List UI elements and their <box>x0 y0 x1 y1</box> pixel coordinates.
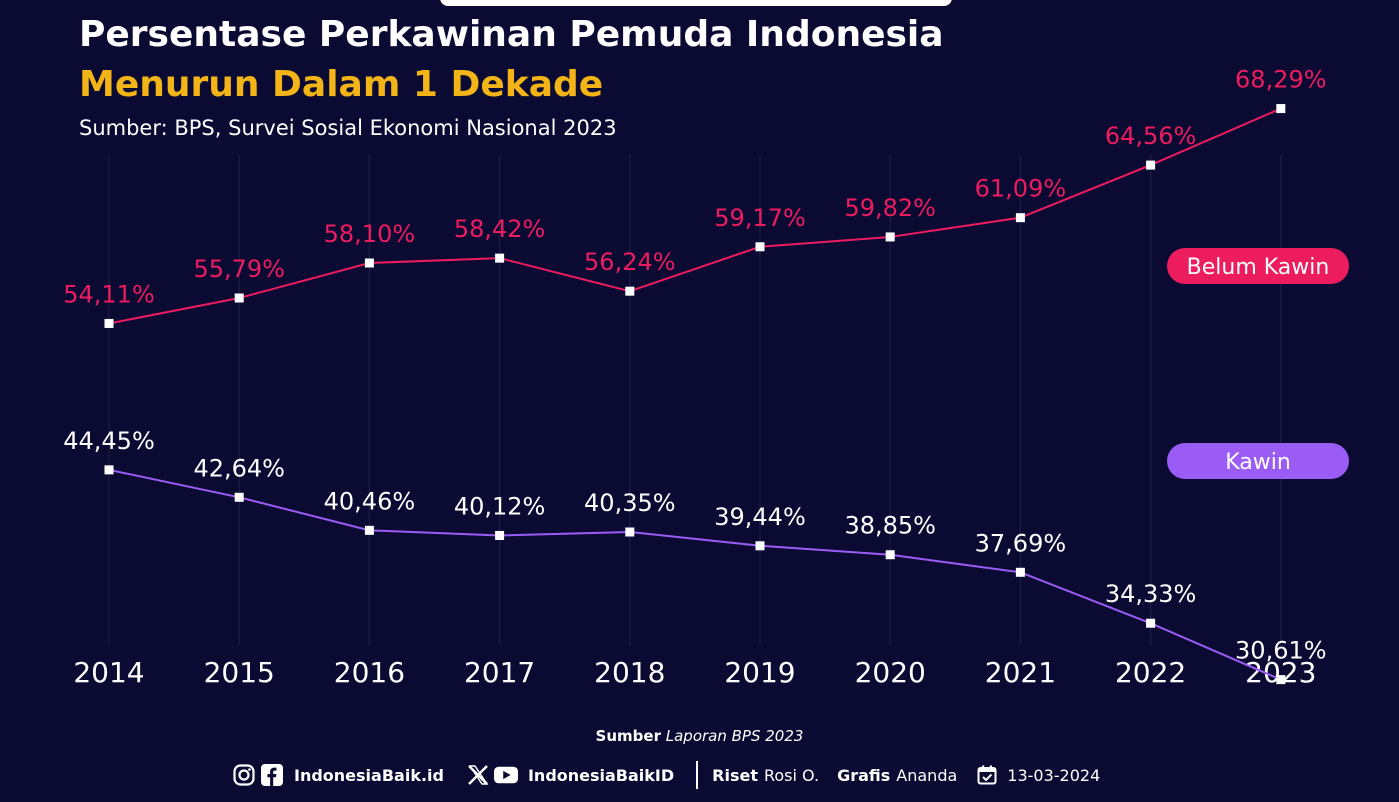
social-handle-2: IndonesiaBaikID <box>527 765 675 785</box>
data-label-belum-kawin: 59,82% <box>844 194 936 222</box>
data-label-kawin: 40,12% <box>454 492 546 520</box>
data-point-belum-kawin <box>1146 160 1156 170</box>
legend-pill-kawin <box>1167 443 1349 479</box>
data-label-belum-kawin: 59,17% <box>714 204 806 232</box>
data-label-kawin: 40,35% <box>584 489 676 517</box>
data-point-belum-kawin <box>104 318 114 328</box>
riset-label: Riset <box>712 765 758 785</box>
data-point-kawin <box>625 527 635 537</box>
data-point-kawin <box>364 525 374 535</box>
data-label-kawin: 39,44% <box>714 503 806 531</box>
x-tick-label: 2014 <box>73 656 144 689</box>
x-tick-label: 2017 <box>464 656 535 689</box>
data-label-kawin: 30,61% <box>1235 637 1327 665</box>
data-point-kawin <box>495 530 505 540</box>
data-label-belum-kawin: 64,56% <box>1105 122 1197 150</box>
data-point-belum-kawin <box>1276 104 1286 114</box>
data-point-belum-kawin <box>885 232 895 242</box>
data-point-belum-kawin <box>495 253 505 263</box>
data-label-belum-kawin: 61,09% <box>975 175 1067 203</box>
data-label-belum-kawin: 68,29% <box>1235 66 1327 94</box>
x-tick-label: 2016 <box>334 656 405 689</box>
footer-credits: IndonesiaBaik.id IndonesiaBaikID Riset R… <box>232 758 1100 792</box>
x-icon[interactable] <box>466 763 490 787</box>
data-point-belum-kawin <box>364 258 374 268</box>
x-tick-label: 2022 <box>1115 656 1186 689</box>
data-point-kawin <box>885 550 895 560</box>
data-point-belum-kawin <box>234 293 244 303</box>
data-label-kawin: 40,46% <box>324 487 416 515</box>
legend-pill-belum-kawin <box>1167 248 1349 284</box>
facebook-icon[interactable] <box>260 763 284 787</box>
grafis-label: Grafis <box>837 765 891 785</box>
publish-date: 13-03-2024 <box>1007 765 1101 785</box>
top-tab-decoration <box>440 0 952 6</box>
data-label-kawin: 37,69% <box>975 529 1067 557</box>
data-point-kawin <box>1015 567 1025 577</box>
footer-source: Sumber Laporan BPS 2023 <box>0 727 1399 745</box>
data-label-belum-kawin: 56,24% <box>584 248 676 276</box>
legend-label-belum-kawin: Belum Kawin <box>1187 255 1330 280</box>
series-line-belum-kawin <box>108 107 1282 325</box>
legend-label-kawin: Kawin <box>1225 450 1291 475</box>
grafis-value: Ananda <box>896 765 958 785</box>
riset-value: Rosi O. <box>763 765 820 785</box>
data-point-belum-kawin <box>1015 213 1025 223</box>
data-label-kawin: 42,64% <box>193 454 285 482</box>
data-point-kawin <box>1146 618 1156 628</box>
chart-subtitle: Menurun Dalam 1 Dekade <box>79 64 604 105</box>
chart-title: Persentase Perkawinan Pemuda Indonesia <box>79 14 944 55</box>
instagram-icon[interactable] <box>232 763 256 787</box>
data-point-kawin <box>104 465 114 475</box>
data-label-kawin: 44,45% <box>63 427 155 455</box>
footer-source-label: Sumber <box>595 727 661 745</box>
footer-source-value: Laporan BPS 2023 <box>665 727 804 745</box>
x-tick-label: 2015 <box>204 656 275 689</box>
series-line-kawin <box>108 468 1282 681</box>
chart-source: Sumber: BPS, Survei Sosial Ekonomi Nasio… <box>79 116 617 140</box>
data-point-kawin <box>234 492 244 502</box>
data-label-belum-kawin: 54,11% <box>63 280 155 308</box>
x-tick-label: 2019 <box>724 656 795 689</box>
footer-divider <box>696 761 699 789</box>
data-point-kawin <box>1276 675 1286 685</box>
calendar-icon <box>975 763 999 787</box>
data-label-belum-kawin: 58,42% <box>454 215 546 243</box>
data-point-belum-kawin <box>625 286 635 296</box>
x-tick-label: 2021 <box>985 656 1056 689</box>
data-point-kawin <box>755 541 765 551</box>
data-point-belum-kawin <box>755 242 765 252</box>
social-handle-1: IndonesiaBaik.id <box>294 765 444 785</box>
data-label-kawin: 34,33% <box>1105 580 1197 608</box>
x-tick-label: 2020 <box>855 656 926 689</box>
youtube-icon[interactable] <box>493 763 518 787</box>
data-label-kawin: 38,85% <box>844 512 936 540</box>
x-tick-label: 2018 <box>594 656 665 689</box>
data-label-belum-kawin: 55,79% <box>193 255 285 283</box>
data-label-belum-kawin: 58,10% <box>324 220 416 248</box>
